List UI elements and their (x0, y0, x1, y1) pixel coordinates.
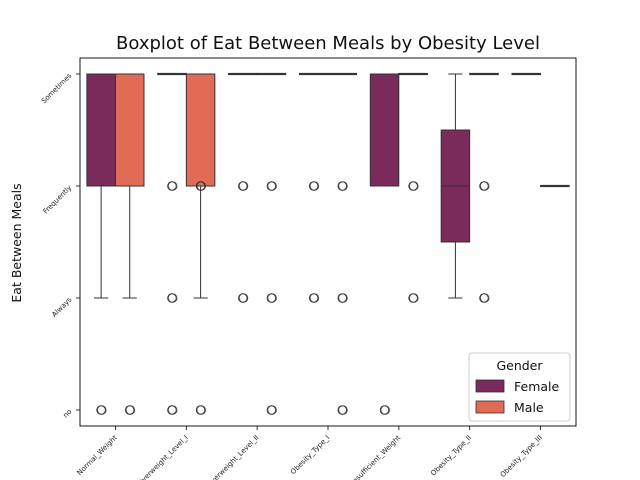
outlier-point (267, 293, 277, 303)
outlier-point (409, 181, 419, 191)
outlier-point (125, 405, 136, 415)
box-female-obesity_type_ii (440, 73, 471, 299)
outlier-point (338, 181, 348, 191)
y-tick-label: no (62, 408, 74, 420)
box-body (86, 73, 116, 187)
box-female-overweight_level_i (157, 72, 187, 415)
outlier-point (168, 405, 178, 415)
outlier-point (338, 405, 348, 415)
outlier-point (196, 405, 206, 415)
box-body (114, 73, 145, 187)
box-body (369, 73, 400, 187)
outlier-point (239, 293, 249, 303)
box-male-overweight_level_ii (256, 72, 287, 415)
legend-label-female: Female (514, 379, 560, 394)
outlier-point (196, 181, 206, 191)
outlier-point (168, 181, 178, 191)
outlier-point (309, 293, 320, 303)
box-female-overweight_level_ii (228, 72, 258, 303)
box-female-normal_weight (86, 73, 116, 415)
outlier-point (239, 181, 249, 191)
outlier-point (338, 293, 348, 303)
box-male-obesity_type_ii (469, 72, 499, 303)
outlier-point (480, 181, 490, 191)
outlier-point (168, 293, 178, 303)
outlier-point (480, 293, 490, 303)
legend-swatch-female (475, 379, 505, 393)
outlier-point (267, 405, 277, 415)
box-male-normal_weight (114, 73, 145, 415)
chart-title: Boxplot of Eat Between Meals by Obesity … (116, 33, 540, 54)
y-axis-label: Eat Between Meals (9, 183, 24, 302)
box-male-obesity_type_iii (540, 184, 570, 188)
legend: Gender Female Male (468, 352, 571, 422)
outlier-point (267, 181, 277, 191)
legend-label-male: Male (514, 400, 544, 415)
legend-title: Gender (496, 358, 543, 373)
box-female-obesity_type_iii (511, 72, 542, 76)
box-male-overweight_level_i (185, 73, 216, 415)
box-male-obesity_type_i (327, 72, 358, 415)
legend-swatch-male (475, 400, 505, 414)
outlier-point (380, 405, 390, 415)
outlier-point (97, 405, 107, 415)
box-female-insufficient_weight (369, 73, 400, 415)
box-body (185, 73, 216, 187)
outlier-point (309, 181, 320, 191)
outlier-point (409, 293, 419, 303)
box-male-insufficient_weight (398, 72, 428, 303)
